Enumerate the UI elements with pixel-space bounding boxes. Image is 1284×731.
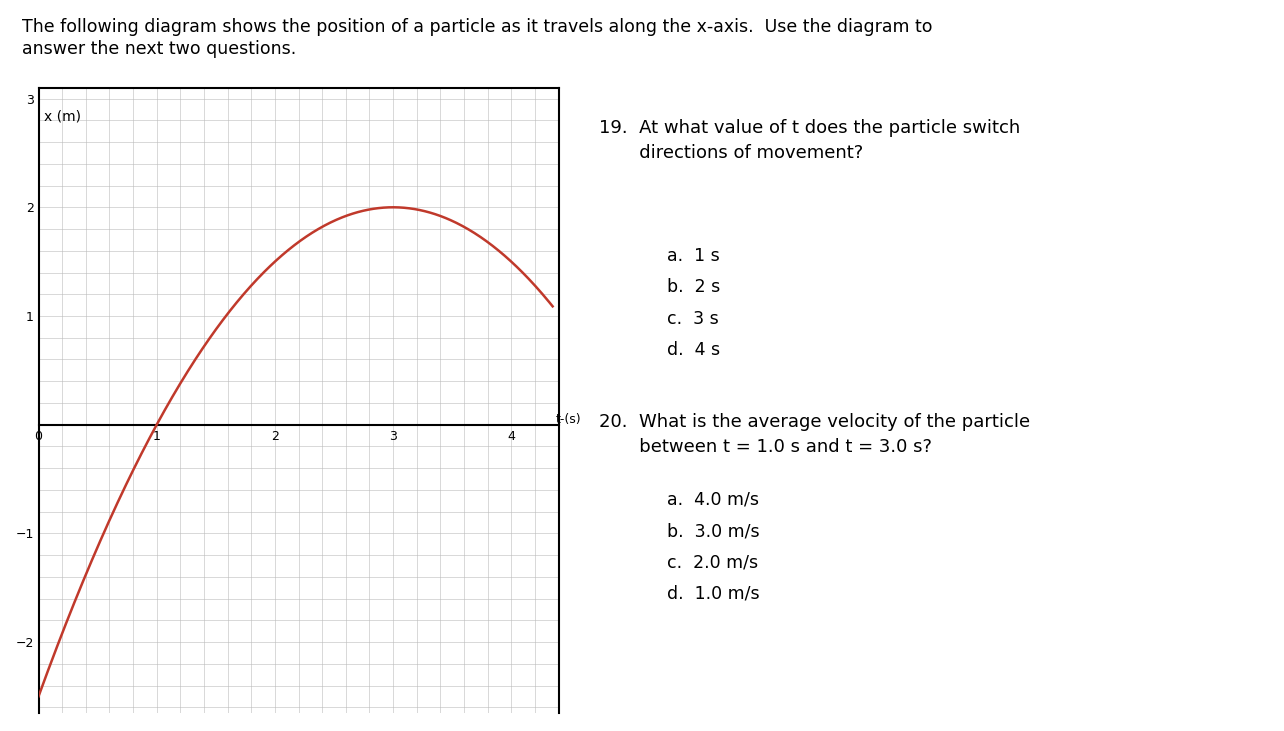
Text: x (m): x (m) (44, 110, 81, 124)
Text: 19.  At what value of t does the particle switch
       directions of movement?: 19. At what value of t does the particle… (598, 119, 1019, 162)
Text: d.  1.0 m/s: d. 1.0 m/s (666, 585, 759, 602)
Text: 20.  What is the average velocity of the particle
       between t = 1.0 s and t: 20. What is the average velocity of the … (598, 413, 1030, 455)
Text: b.  2 s: b. 2 s (666, 279, 720, 296)
Text: a.  4.0 m/s: a. 4.0 m/s (666, 491, 759, 509)
Text: b.  3.0 m/s: b. 3.0 m/s (666, 522, 759, 540)
Text: answer the next two questions.: answer the next two questions. (22, 40, 297, 58)
Text: c.  2.0 m/s: c. 2.0 m/s (666, 553, 758, 572)
Text: t-(s): t-(s) (556, 413, 582, 425)
Text: a.  1 s: a. 1 s (666, 247, 719, 265)
Text: d.  4 s: d. 4 s (666, 341, 720, 359)
Text: The following diagram shows the position of a particle as it travels along the x: The following diagram shows the position… (22, 18, 932, 37)
Text: c.  3 s: c. 3 s (666, 310, 719, 327)
